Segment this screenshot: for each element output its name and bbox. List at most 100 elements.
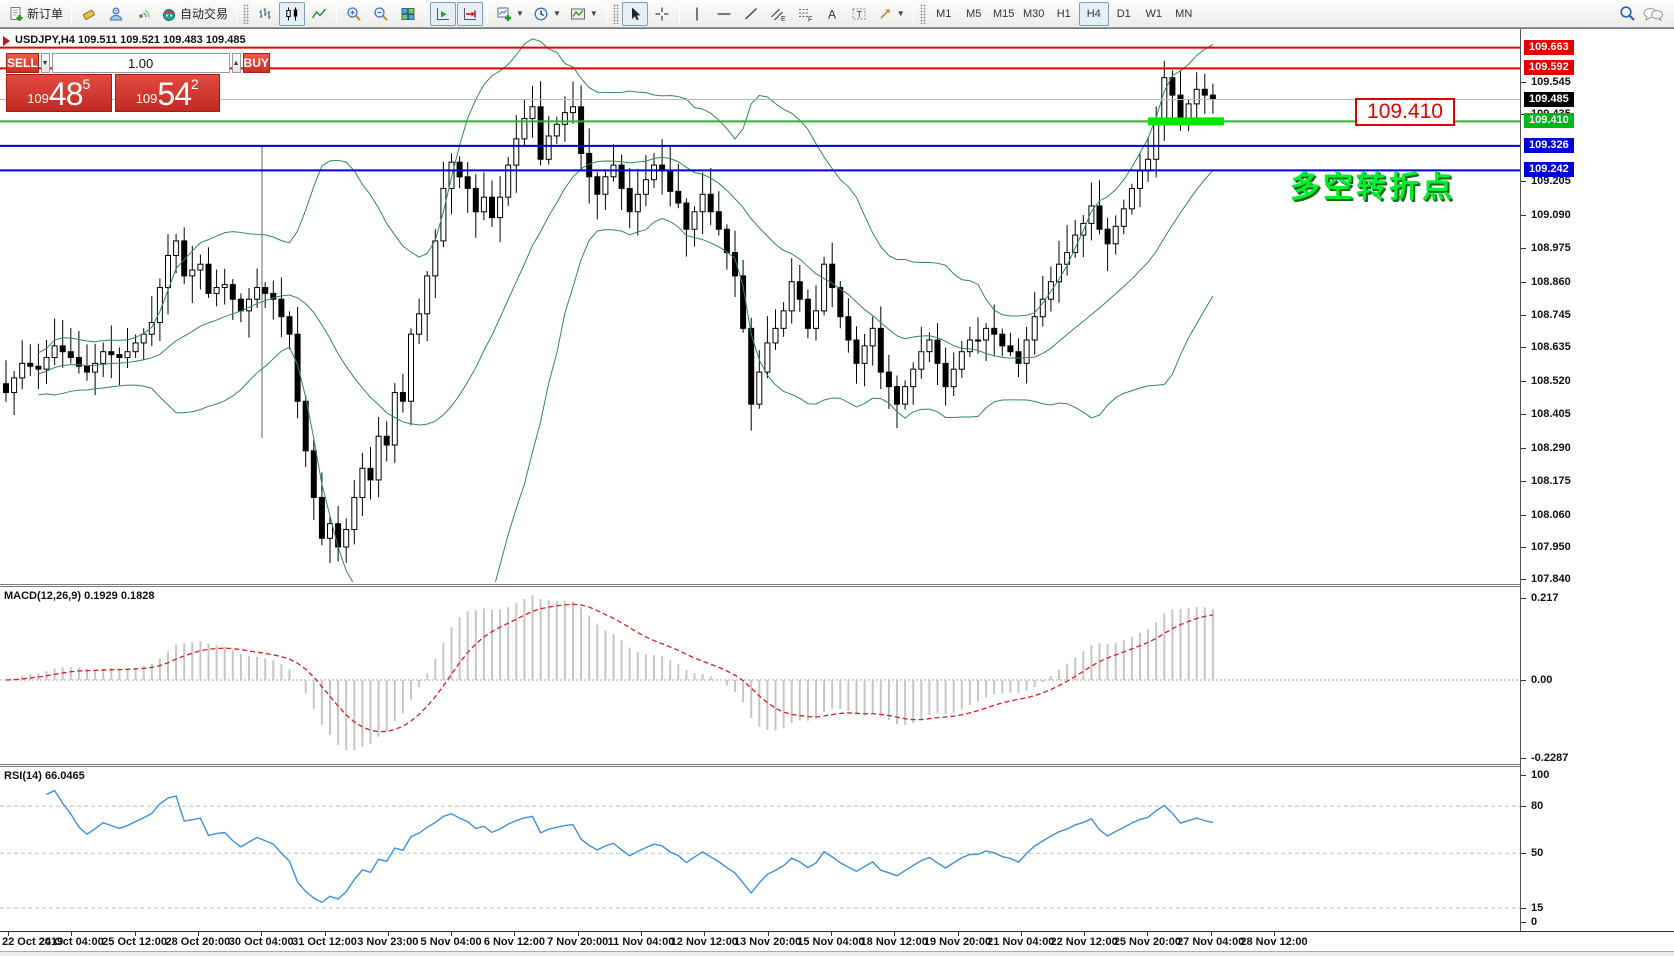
rsi-chart[interactable] [0, 767, 1520, 931]
chat-icon[interactable] [1642, 6, 1664, 22]
periods-button[interactable]: ▼ [529, 2, 565, 26]
autotrade-label: 自动交易 [180, 7, 229, 21]
chart-shift-icon [464, 7, 477, 20]
buy-price-box[interactable]: 109 54 2 [114, 74, 220, 112]
channel-button[interactable]: E [765, 2, 791, 26]
time-label: 15 Nov 04:00 [797, 936, 865, 948]
horizontal-line-button[interactable] [711, 2, 737, 26]
zoom-in-button[interactable] [341, 2, 367, 26]
toolbar-grip[interactable] [612, 3, 619, 24]
buy-button[interactable]: BUY [242, 53, 270, 73]
vertical-line-button[interactable] [684, 2, 710, 26]
sell-button[interactable]: SELL [6, 53, 39, 73]
timeframe-M30[interactable]: M30 [1023, 7, 1045, 20]
volume-input[interactable] [51, 53, 230, 73]
sell-price-main: 48 [48, 76, 84, 112]
crosshair-button[interactable] [649, 2, 675, 26]
axis-tick [1521, 281, 1526, 283]
time-tick [71, 932, 73, 936]
separator [71, 3, 73, 24]
price-level-badge: 109.242 [1524, 162, 1574, 178]
autotrade-icon [163, 8, 176, 21]
axis-tick-label: 108.520 [1531, 374, 1571, 387]
bar-chart-button[interactable] [252, 2, 278, 26]
sell-price-box[interactable]: 109 48 5 [6, 74, 112, 112]
search-icon[interactable] [1619, 5, 1636, 22]
macd-axis-label: -0.2287 [1531, 752, 1569, 764]
axis-tick-label: 108.405 [1531, 408, 1571, 421]
time-tick [1210, 932, 1212, 936]
sell-price-pip: 5 [82, 76, 91, 92]
channel-icon: E [770, 8, 786, 22]
cursor-button[interactable] [621, 1, 648, 26]
candlestick-button[interactable] [279, 1, 306, 26]
axis-tick [1521, 806, 1526, 808]
timeframe-group: M1 M5 M15 M30 H1 H4 D1 W1 MN [929, 1, 1199, 26]
price-axis[interactable]: 109.545109.435109.205109.090108.975108.8… [1520, 29, 1674, 931]
time-tick [451, 932, 453, 936]
line-chart-icon [311, 8, 327, 18]
time-label: 5 Nov 04:00 [420, 936, 482, 948]
pane-divider[interactable] [0, 584, 1674, 587]
time-label: 12 Nov 12:00 [670, 936, 738, 948]
macd-chart[interactable] [0, 587, 1520, 764]
axis-tick-label: 108.975 [1531, 242, 1571, 255]
new-order-button[interactable]: 新订单 [4, 2, 67, 26]
toolbar-grip[interactable] [243, 3, 250, 24]
timeframe-D1[interactable]: D1 [1116, 7, 1131, 20]
price-chart-pane[interactable]: USDJPY,H4 109.511 109.521 109.483 109.48… [0, 29, 1520, 584]
volume-up-button[interactable]: ▲ [231, 53, 241, 73]
add-indicator-button[interactable]: ▼ [492, 2, 528, 26]
timeframe-H4[interactable]: H4 [1078, 1, 1109, 26]
zoom-out-button[interactable] [368, 2, 394, 26]
dropdown-caret: ▼ [589, 9, 598, 18]
timeframe-H1[interactable]: H1 [1056, 7, 1071, 20]
rsi-pane[interactable]: RSI(14) 66.0465 [0, 767, 1520, 931]
tile-windows-button[interactable] [395, 2, 421, 26]
axis-tick-label: 108.860 [1531, 275, 1571, 288]
rsi-label: RSI(14) 66.0465 [4, 770, 85, 782]
buy-price-main: 54 [157, 76, 192, 112]
price-level-label[interactable]: 109.410 [1355, 98, 1455, 126]
trendline-button[interactable] [738, 2, 764, 26]
timeframe-M1[interactable]: M1 [936, 7, 952, 20]
eraser-button[interactable] [76, 2, 102, 26]
fibonacci-button[interactable]: F [792, 2, 818, 26]
macd-label: MACD(12,26,9) 0.1929 0.1828 [4, 590, 155, 602]
crosshair-icon [655, 7, 669, 20]
time-label: 18 Nov 12:00 [860, 936, 928, 948]
time-tick [387, 932, 389, 936]
profiles-button[interactable] [103, 2, 129, 26]
axis-tick [1521, 481, 1526, 483]
timeframe-MN[interactable]: MN [1175, 7, 1193, 20]
time-label: 27 Nov 04:00 [1177, 936, 1245, 948]
time-label: 25 Nov 20:00 [1113, 936, 1182, 948]
timeframe-W1[interactable]: W1 [1145, 7, 1162, 20]
signal-button[interactable] [130, 2, 156, 26]
time-axis[interactable]: 22 Oct 2019 24 Oct 04:00 25 Oct 12:00 28 Oc… [0, 931, 1674, 951]
time-tick [641, 932, 642, 936]
text-button[interactable]: A [819, 2, 845, 26]
macd-pane[interactable]: MACD(12,26,9) 0.1929 0.1828 [0, 587, 1520, 764]
rsi-axis-label: 100 [1531, 768, 1550, 781]
arrows-button[interactable]: ▼ [873, 2, 909, 26]
autotrade-button[interactable]: 自动交易 [157, 2, 232, 26]
text-label-button[interactable]: T [846, 2, 872, 26]
pane-divider[interactable] [0, 764, 1674, 767]
candlestick-chart[interactable] [0, 29, 1520, 584]
svg-text:F: F [808, 16, 812, 22]
volume-down-button[interactable]: ▼ [40, 53, 50, 73]
buy-price-prefix: 109 [135, 91, 158, 106]
toolbar-grip[interactable] [919, 3, 926, 24]
one-click-toggle-icon[interactable] [3, 36, 10, 46]
timeframe-M15[interactable]: M15 [993, 7, 1015, 20]
chart-shift-button[interactable] [457, 1, 484, 26]
template-button[interactable]: ▼ [566, 2, 602, 26]
chinese-annotation[interactable]: 多空转折点 [1290, 171, 1455, 204]
time-tick [8, 932, 9, 936]
line-chart-button[interactable] [306, 2, 332, 26]
timeframe-M5[interactable]: M5 [966, 7, 982, 20]
time-label: 25 Oct 12:00 [102, 936, 168, 948]
auto-scroll-button[interactable] [430, 1, 457, 26]
time-tick [261, 932, 263, 936]
